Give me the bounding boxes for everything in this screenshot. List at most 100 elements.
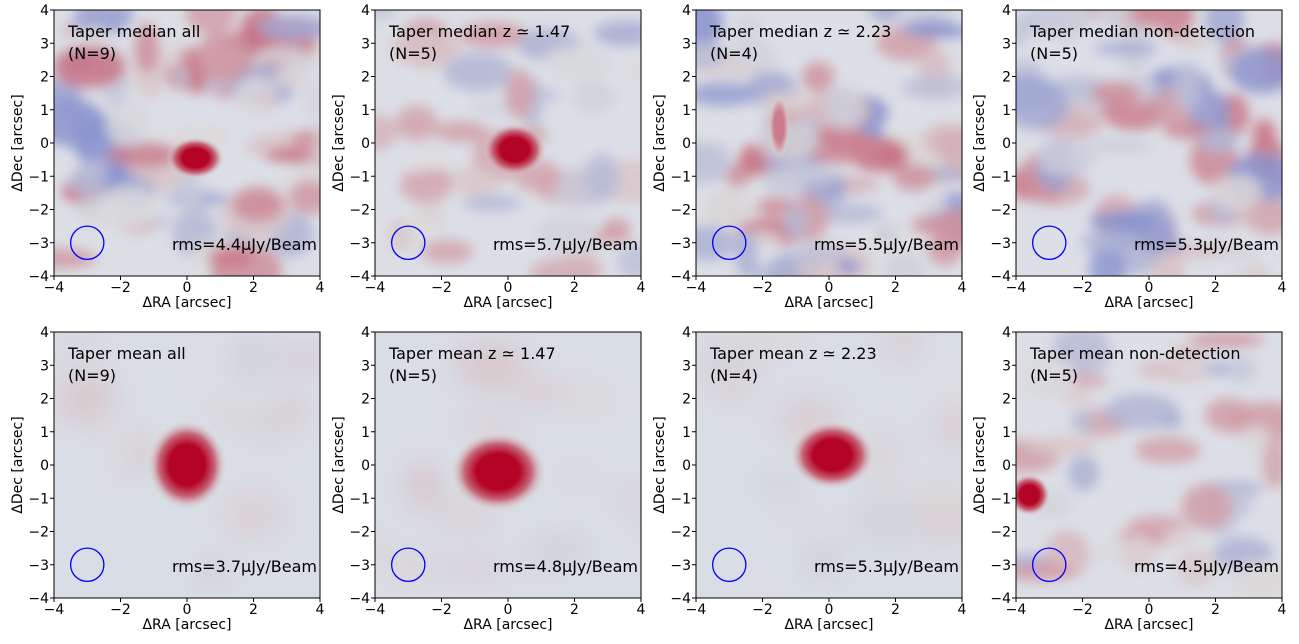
y-tick-label: −3	[670, 236, 691, 252]
x-tick-label: 0	[825, 602, 834, 618]
x-tick-label: 2	[1211, 280, 1220, 296]
panel-count: (N=9)	[68, 366, 116, 385]
rms-label: rms=5.7μJy/Beam	[493, 235, 638, 254]
x-axis-label: ΔRA [arcsec]	[784, 295, 873, 311]
x-tick-label: 0	[1145, 602, 1154, 618]
panel-title: Taper mean z ≃ 1.47	[388, 344, 556, 363]
y-tick-label: −2	[349, 525, 370, 541]
heatmap-image	[696, 10, 962, 276]
panel-count: (N=4)	[710, 366, 758, 385]
x-tick-label: 2	[891, 602, 900, 618]
y-tick-label: 0	[40, 136, 49, 152]
y-axis-label: ΔDec [arcsec]	[652, 416, 668, 513]
y-axis-label: ΔDec [arcsec]	[331, 416, 347, 513]
y-tick-label: 1	[361, 425, 370, 441]
beam-circle	[390, 547, 426, 583]
x-tick-label: −4	[44, 602, 65, 618]
y-tick-label: −3	[28, 236, 49, 252]
x-tick-label: −4	[686, 602, 707, 618]
rms-label: rms=3.7μJy/Beam	[172, 557, 317, 576]
y-tick-label: 2	[361, 392, 370, 408]
heatmap-image	[1016, 10, 1282, 276]
x-tick-label: −2	[1072, 602, 1093, 618]
x-tick-label: −2	[110, 280, 131, 296]
x-tick-label: −4	[1006, 280, 1027, 296]
y-tick-label: 3	[40, 36, 49, 52]
y-tick-label: 4	[40, 325, 49, 341]
y-tick-label: 3	[40, 358, 49, 374]
panel-count: (N=4)	[710, 44, 758, 63]
y-tick-label: 4	[1002, 325, 1011, 341]
x-tick-label: −2	[752, 280, 773, 296]
y-tick-label: 0	[682, 136, 691, 152]
y-tick-label: −1	[28, 491, 49, 507]
y-tick-label: −2	[990, 203, 1011, 219]
beam-circle	[390, 225, 426, 261]
panel-title: Taper mean z ≃ 2.23	[709, 344, 877, 363]
y-tick-label: −3	[349, 236, 370, 252]
y-tick-label: −1	[349, 491, 370, 507]
y-tick-label: 0	[1002, 458, 1011, 474]
panel-title: Taper mean all	[67, 344, 186, 363]
panel-title: Taper median z ≃ 1.47	[388, 22, 570, 41]
y-tick-label: 1	[40, 425, 49, 441]
y-tick-label: 3	[682, 358, 691, 374]
y-tick-label: 4	[40, 3, 49, 19]
y-tick-label: −1	[670, 169, 691, 185]
x-axis-label: ΔRA [arcsec]	[142, 617, 231, 633]
y-axis-label: ΔDec [arcsec]	[10, 416, 26, 513]
y-tick-label: −1	[28, 169, 49, 185]
y-tick-label: 3	[682, 36, 691, 52]
y-tick-label: 2	[682, 392, 691, 408]
x-tick-label: 0	[825, 280, 834, 296]
source-emission	[768, 94, 790, 159]
y-tick-label: 4	[1002, 3, 1011, 19]
x-tick-label: 0	[183, 280, 192, 296]
x-tick-label: 2	[1211, 602, 1220, 618]
y-tick-label: −4	[990, 269, 1011, 285]
panel-4: −4 −2 0 2 4 −4 −3 −2 −1 0 1 2 3 4 ΔRA [arcsec] ΔDec [ar…	[972, 3, 1287, 311]
y-tick-label: −4	[670, 591, 691, 607]
y-tick-label: 1	[1002, 425, 1011, 441]
y-tick-label: −2	[670, 525, 691, 541]
heatmap-image	[375, 10, 641, 276]
y-tick-label: 0	[1002, 136, 1011, 152]
x-tick-label: 4	[316, 602, 325, 618]
panel-5: −4 −2 0 2 4 −4 −3 −2 −1 0 1 2 3 4 ΔRA [arcsec] ΔDec [ar…	[10, 325, 325, 633]
x-axis-label: ΔRA [arcsec]	[1104, 295, 1193, 311]
x-tick-label: −4	[1006, 602, 1027, 618]
x-tick-label: −2	[431, 602, 452, 618]
y-tick-label: 0	[361, 136, 370, 152]
beam-circle	[711, 547, 747, 583]
beam-circle	[1031, 225, 1067, 261]
y-tick-label: 2	[40, 70, 49, 86]
x-axis-label: ΔRA [arcsec]	[784, 617, 873, 633]
x-tick-label: −2	[1072, 280, 1093, 296]
y-axis-label: ΔDec [arcsec]	[10, 94, 26, 191]
y-tick-label: 0	[361, 458, 370, 474]
y-tick-label: −4	[28, 591, 49, 607]
beam-circle	[1031, 547, 1067, 583]
y-tick-label: 0	[682, 458, 691, 474]
source-emission	[789, 420, 875, 490]
y-tick-label: 3	[1002, 36, 1011, 52]
y-tick-label: 3	[361, 358, 370, 374]
rms-label: rms=5.3μJy/Beam	[1134, 235, 1279, 254]
y-tick-label: 4	[682, 325, 691, 341]
y-axis-label: ΔDec [arcsec]	[972, 94, 988, 191]
y-tick-label: 1	[682, 425, 691, 441]
y-tick-label: −4	[28, 269, 49, 285]
y-tick-label: −4	[990, 591, 1011, 607]
source-emission	[482, 123, 547, 177]
y-tick-label: −2	[990, 525, 1011, 541]
y-tick-label: −3	[990, 558, 1011, 574]
y-tick-label: −3	[990, 236, 1011, 252]
panel-7: −4 −2 0 2 4 −4 −3 −2 −1 0 1 2 3 4 ΔRA [arcsec] ΔDec [ar…	[652, 325, 967, 633]
x-tick-label: 4	[316, 280, 325, 296]
heatmap-image	[696, 332, 962, 598]
panel-count: (N=9)	[68, 44, 116, 63]
x-tick-label: 4	[958, 602, 967, 618]
panel-count: (N=5)	[389, 44, 437, 63]
panel-6: −4 −2 0 2 4 −4 −3 −2 −1 0 1 2 3 4 ΔRA [arcsec] ΔDec [ar…	[331, 325, 646, 633]
x-tick-label: 0	[1145, 280, 1154, 296]
